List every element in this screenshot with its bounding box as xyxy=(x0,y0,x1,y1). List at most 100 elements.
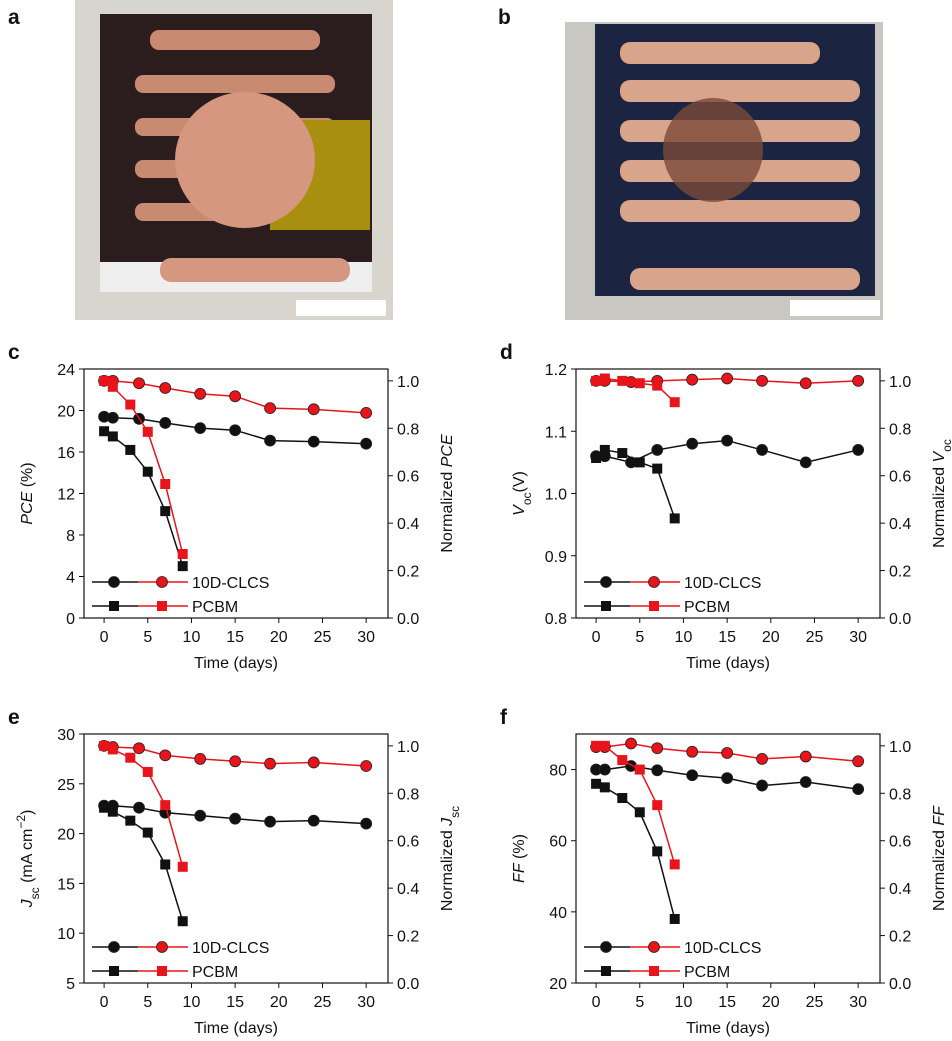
x-axis-title: Time (days) xyxy=(686,655,770,672)
legend-marker xyxy=(601,966,611,976)
marker xyxy=(652,800,663,811)
x-tick-label: 25 xyxy=(314,994,332,1011)
plot-frame xyxy=(575,733,881,984)
x-tick-label: 5 xyxy=(635,629,644,646)
y-tick-label: 25 xyxy=(57,777,75,794)
y-tick-label: 1.2 xyxy=(545,362,567,379)
x-axis-title: Time (days) xyxy=(686,1020,770,1037)
x-tick-label: 0 xyxy=(592,994,601,1011)
legend-label: PCBM xyxy=(684,964,730,981)
legend-marker xyxy=(601,601,611,611)
x-tick-label: 30 xyxy=(849,994,867,1011)
panel-label: a xyxy=(8,6,20,29)
x-tick-label: 5 xyxy=(635,994,644,1011)
marker xyxy=(669,913,680,924)
panel-label: e xyxy=(8,706,20,729)
marker xyxy=(307,403,320,416)
marker xyxy=(360,406,373,419)
y-tick-label: 15 xyxy=(57,876,75,893)
x-tick-label: 20 xyxy=(270,629,288,646)
y-tick-label: 20 xyxy=(57,404,75,421)
legend-marker xyxy=(108,576,120,588)
marker xyxy=(107,744,118,755)
legend-marker xyxy=(600,941,612,953)
x-tick-label: 20 xyxy=(762,994,780,1011)
y-tick-label: 10 xyxy=(57,926,75,943)
marker xyxy=(852,755,865,768)
marker xyxy=(617,755,628,766)
marker xyxy=(99,740,110,751)
marker xyxy=(160,506,171,517)
marker xyxy=(634,378,645,389)
label-part: J xyxy=(439,817,456,827)
label-part: ) xyxy=(19,810,36,815)
marker xyxy=(799,750,812,763)
label-part: (%) xyxy=(19,462,36,491)
marker xyxy=(721,772,734,785)
marker xyxy=(194,387,207,400)
marker xyxy=(107,431,118,442)
marker xyxy=(142,827,153,838)
marker xyxy=(721,434,734,447)
marker xyxy=(307,435,320,448)
marker xyxy=(686,745,699,758)
marker xyxy=(264,757,276,770)
legend-marker xyxy=(157,966,167,976)
marker xyxy=(229,424,242,437)
label-part: (V) xyxy=(511,471,528,492)
photo-b xyxy=(565,22,883,320)
y2-tick-label: 1.0 xyxy=(889,374,911,391)
y2-tick-label: 1.0 xyxy=(397,374,419,391)
y2-tick-label: 0.8 xyxy=(889,786,911,803)
marker xyxy=(99,802,110,813)
legend-marker xyxy=(156,576,168,588)
label-part: J xyxy=(19,898,36,908)
y2-tick-label: 1.0 xyxy=(889,739,911,756)
y2-axis-title: Normalized PCE xyxy=(439,434,456,553)
marker xyxy=(652,380,663,391)
y2-tick-label: 0.8 xyxy=(889,421,911,438)
x-tick-label: 25 xyxy=(806,629,824,646)
y2-tick-label: 0.0 xyxy=(889,611,911,628)
y2-tick-label: 0.0 xyxy=(889,976,911,993)
marker xyxy=(229,812,242,825)
marker xyxy=(264,815,276,828)
marker xyxy=(599,373,610,384)
marker xyxy=(756,374,768,387)
marker xyxy=(652,463,663,474)
x-tick-label: 15 xyxy=(718,629,736,646)
plot-frame xyxy=(83,733,389,984)
legend-marker xyxy=(600,576,612,588)
y2-tick-label: 0.4 xyxy=(889,881,911,898)
label-part: Normalized xyxy=(439,467,456,552)
marker xyxy=(756,753,768,765)
legend-marker xyxy=(648,941,660,953)
marker xyxy=(598,763,611,776)
marker xyxy=(160,800,171,811)
y-tick-label: 5 xyxy=(66,976,75,993)
y2-tick-label: 0.2 xyxy=(397,929,419,946)
marker xyxy=(652,846,663,857)
x-tick-label: 25 xyxy=(314,629,332,646)
marker xyxy=(160,479,171,490)
legend-marker xyxy=(156,941,168,953)
legend-label: 10D-CLCS xyxy=(684,575,761,592)
y-tick-label: 40 xyxy=(549,905,567,922)
x-tick-label: 0 xyxy=(100,994,109,1011)
marker xyxy=(229,390,242,403)
y2-axis-title: Normalized Jsc xyxy=(439,806,462,911)
marker xyxy=(133,377,145,390)
label-part: sc xyxy=(28,887,42,899)
marker xyxy=(651,742,664,755)
x-tick-label: 20 xyxy=(270,994,288,1011)
marker xyxy=(669,397,680,408)
label-part: sc xyxy=(448,806,462,818)
marker xyxy=(133,801,145,814)
marker xyxy=(852,783,865,796)
marker xyxy=(686,769,699,782)
marker xyxy=(634,807,645,818)
y2-tick-label: 0.6 xyxy=(889,469,911,486)
marker xyxy=(799,377,812,390)
marker xyxy=(599,444,610,455)
